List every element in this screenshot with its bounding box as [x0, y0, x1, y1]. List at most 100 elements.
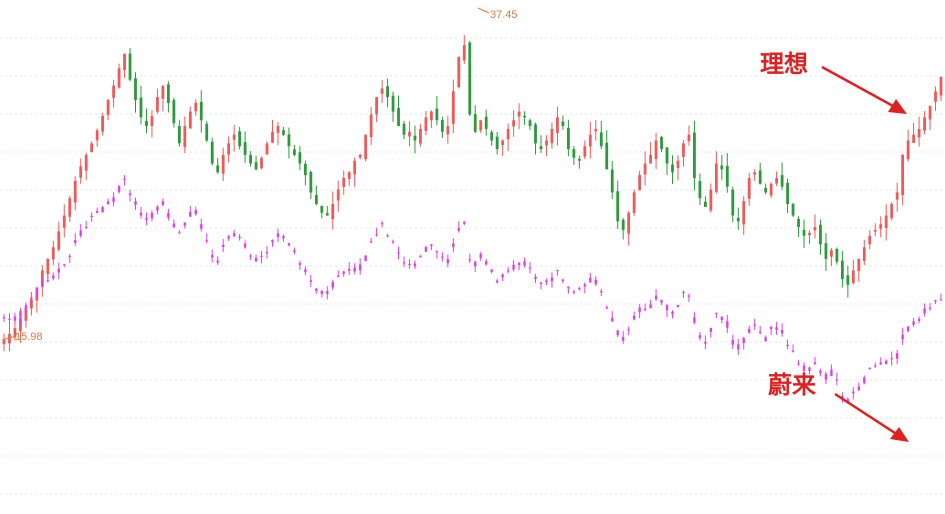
lixiang-candle [687, 125, 691, 146]
lixiang-candle [331, 191, 335, 230]
lixiang-candle-body [736, 217, 740, 222]
min-price-leader [1, 335, 17, 341]
nio-candle [852, 387, 855, 400]
nio-candle-body [189, 211, 192, 217]
nio-candle [232, 229, 236, 237]
lixiang-candle [819, 219, 822, 255]
nio-candle [13, 312, 17, 325]
nio-candle [786, 339, 789, 350]
nio-candle-body [550, 277, 554, 282]
nio-candle [901, 327, 904, 346]
nio-candle-body [74, 240, 77, 243]
lixiang-candle [846, 265, 850, 298]
nio-candle-body [309, 280, 313, 282]
lixiang-candle-body [210, 141, 214, 164]
nio-candle-body [479, 253, 482, 258]
nio-candle [791, 344, 795, 353]
nio-candle [112, 192, 115, 207]
lixiang-candle-body [123, 53, 126, 70]
nio-candle [446, 254, 450, 268]
lixiang-candle-body [572, 149, 576, 158]
lixiang-candle-body [353, 160, 357, 175]
lixiang-candle [588, 121, 592, 159]
lixiang-candle [506, 123, 510, 152]
nio-candle [561, 278, 565, 284]
nio-candle-body [643, 308, 647, 311]
nio-candle [534, 273, 537, 284]
lixiang-candle [462, 34, 466, 65]
lixiang-candle-body [813, 227, 817, 231]
lixiang-candle-body [687, 134, 691, 142]
lixiang-candle-body [117, 68, 121, 88]
nio-candle [813, 356, 817, 365]
lixiang-candle-body [879, 224, 883, 229]
nio-candle-body [172, 223, 176, 228]
nio-candle [632, 311, 636, 321]
nio-candle-body [638, 307, 641, 313]
nio-candle-body [353, 267, 356, 272]
lixiang-candle [79, 158, 83, 184]
lixiang-candle-body [249, 155, 252, 164]
lixiang-candle-body [906, 140, 910, 160]
lixiang-candle [51, 240, 55, 266]
nio-candle-body [211, 255, 214, 258]
lixiang-candle [183, 116, 187, 154]
lixiang-candle-body [40, 270, 44, 287]
lixiang-candle [2, 333, 6, 352]
lixiang-candle [375, 96, 379, 122]
nio-candle-body [123, 178, 126, 180]
nio-candle-body [621, 337, 625, 341]
nio-candle [693, 312, 696, 325]
lixiang-candle [128, 48, 132, 82]
lixiang-candle [287, 127, 291, 159]
nio-candle [134, 197, 137, 210]
lixiang-candle [227, 136, 231, 163]
lixiang-candle-body [95, 130, 99, 141]
nio-candle-body [698, 335, 702, 338]
lixiang-candle-body [106, 100, 110, 115]
lixiang-candle-body [616, 191, 620, 222]
lixiang-candle-body [495, 136, 499, 150]
lixiang-candle [177, 119, 181, 147]
lixiang-candle [95, 128, 99, 147]
lixiang-candle-body [764, 187, 768, 193]
nio-candle-body [764, 337, 767, 342]
lixiang-candle-body [923, 117, 926, 131]
nio-candle-body [128, 193, 132, 196]
nio-candle-body [402, 262, 406, 264]
lixiang-candle [808, 230, 811, 245]
nio-candle-body [452, 243, 455, 248]
lixiang-candle [216, 157, 220, 174]
nio-candle-body [912, 321, 915, 325]
lixiang-candle-body [890, 203, 894, 219]
lixiang-candle-body [731, 189, 735, 216]
nio-candle [386, 233, 389, 238]
lixiang-candle [282, 127, 285, 137]
lixiang-candle-body [8, 333, 11, 344]
lixiang-candle-body [912, 134, 916, 143]
nio-candle [528, 262, 532, 274]
nio-candle [671, 310, 674, 319]
nio-candle [819, 368, 822, 377]
lixiang-candle [693, 120, 696, 191]
nio-candle [19, 307, 22, 325]
nio-candle [890, 351, 893, 366]
lixiang-candle-body [479, 120, 483, 131]
nio-candle [68, 253, 71, 263]
lixiang-candle-body [506, 128, 510, 140]
nio-candle-body [660, 299, 663, 303]
lixiang-candle-body [588, 134, 592, 147]
nio-candle-body [84, 226, 88, 229]
lixiang-candle-body [934, 91, 937, 102]
nio-candle-body [117, 185, 121, 193]
lixiang-candle [451, 79, 455, 134]
nio-candle [74, 233, 77, 247]
nio-candle-body [178, 232, 181, 234]
nio-candle-body [106, 201, 110, 205]
nio-candle-body [824, 373, 828, 380]
nio-candle-body [282, 236, 285, 239]
lixiang-candle-body [682, 143, 685, 157]
lixiang-candle-body [802, 229, 806, 236]
nio-candle [830, 364, 833, 377]
nio-candle [342, 270, 345, 277]
